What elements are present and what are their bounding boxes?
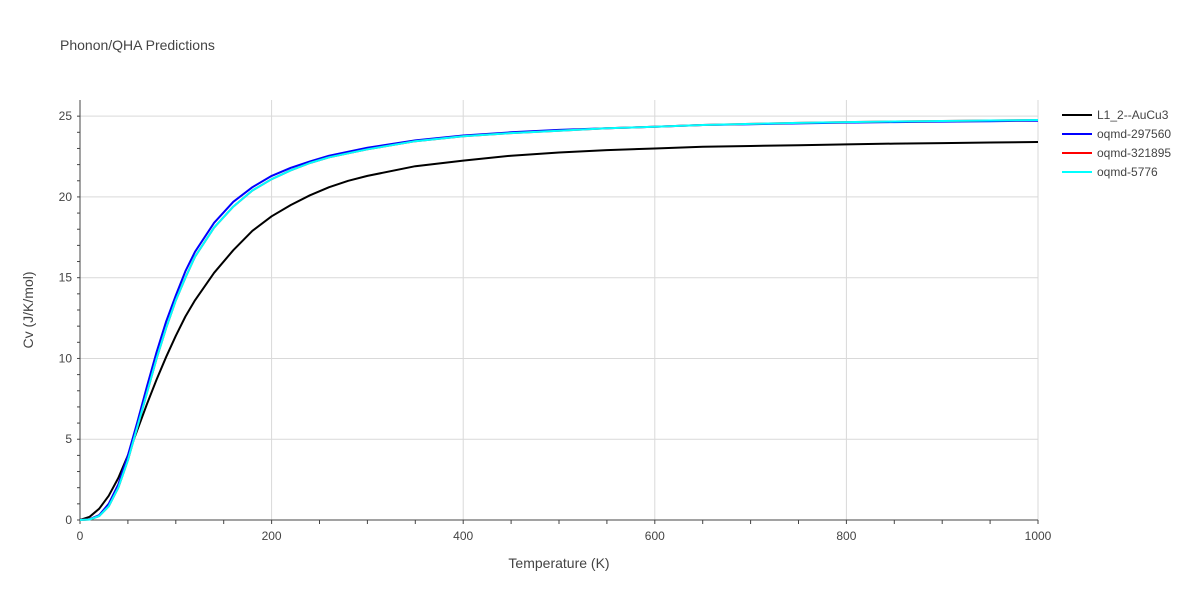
legend-item-oqmd-297560[interactable]: oqmd-297560 [1062, 127, 1171, 141]
y-tick-label: 15 [59, 271, 73, 285]
tick-labels: 0 200 400 600 800 1000 0 5 10 15 20 25 [59, 109, 1052, 543]
series-line-oqmd-5776 [79, 119, 1039, 521]
series-lines [79, 119, 1039, 521]
grid [80, 100, 1039, 520]
y-axis-label: Cv (J/K/mol) [20, 272, 36, 349]
legend-label: L1_2--AuCu3 [1097, 108, 1169, 122]
x-tick-label: 0 [77, 529, 84, 543]
legend-item-oqmd-5776[interactable]: oqmd-5776 [1062, 165, 1158, 179]
x-tick-label: 400 [453, 529, 473, 543]
y-tick-label: 0 [65, 513, 72, 527]
x-tick-label: 1000 [1025, 529, 1052, 543]
series-line-oqmd-321895 [79, 119, 1039, 521]
axes [77, 100, 1039, 524]
x-tick-label: 200 [262, 529, 282, 543]
legend-label: oqmd-321895 [1097, 146, 1171, 160]
series-line-oqmd-297560 [79, 119, 1039, 521]
y-tick-label: 5 [65, 432, 72, 446]
chart-title: Phonon/QHA Predictions [60, 37, 215, 53]
legend[interactable]: L1_2--AuCu3 oqmd-297560 oqmd-321895 oqmd-57… [1062, 108, 1171, 179]
x-axis-label: Temperature (K) [508, 555, 609, 571]
legend-item-L1_2--AuCu3[interactable]: L1_2--AuCu3 [1062, 108, 1169, 122]
legend-item-oqmd-321895[interactable]: oqmd-321895 [1062, 146, 1171, 160]
series-line-L1_2--AuCu3 [79, 141, 1039, 521]
legend-label: oqmd-297560 [1097, 127, 1171, 141]
legend-label: oqmd-5776 [1097, 165, 1158, 179]
x-tick-label: 600 [645, 529, 665, 543]
y-tick-label: 20 [59, 190, 73, 204]
x-tick-label: 800 [836, 529, 856, 543]
y-tick-label: 25 [59, 109, 73, 123]
y-tick-label: 10 [59, 351, 73, 365]
